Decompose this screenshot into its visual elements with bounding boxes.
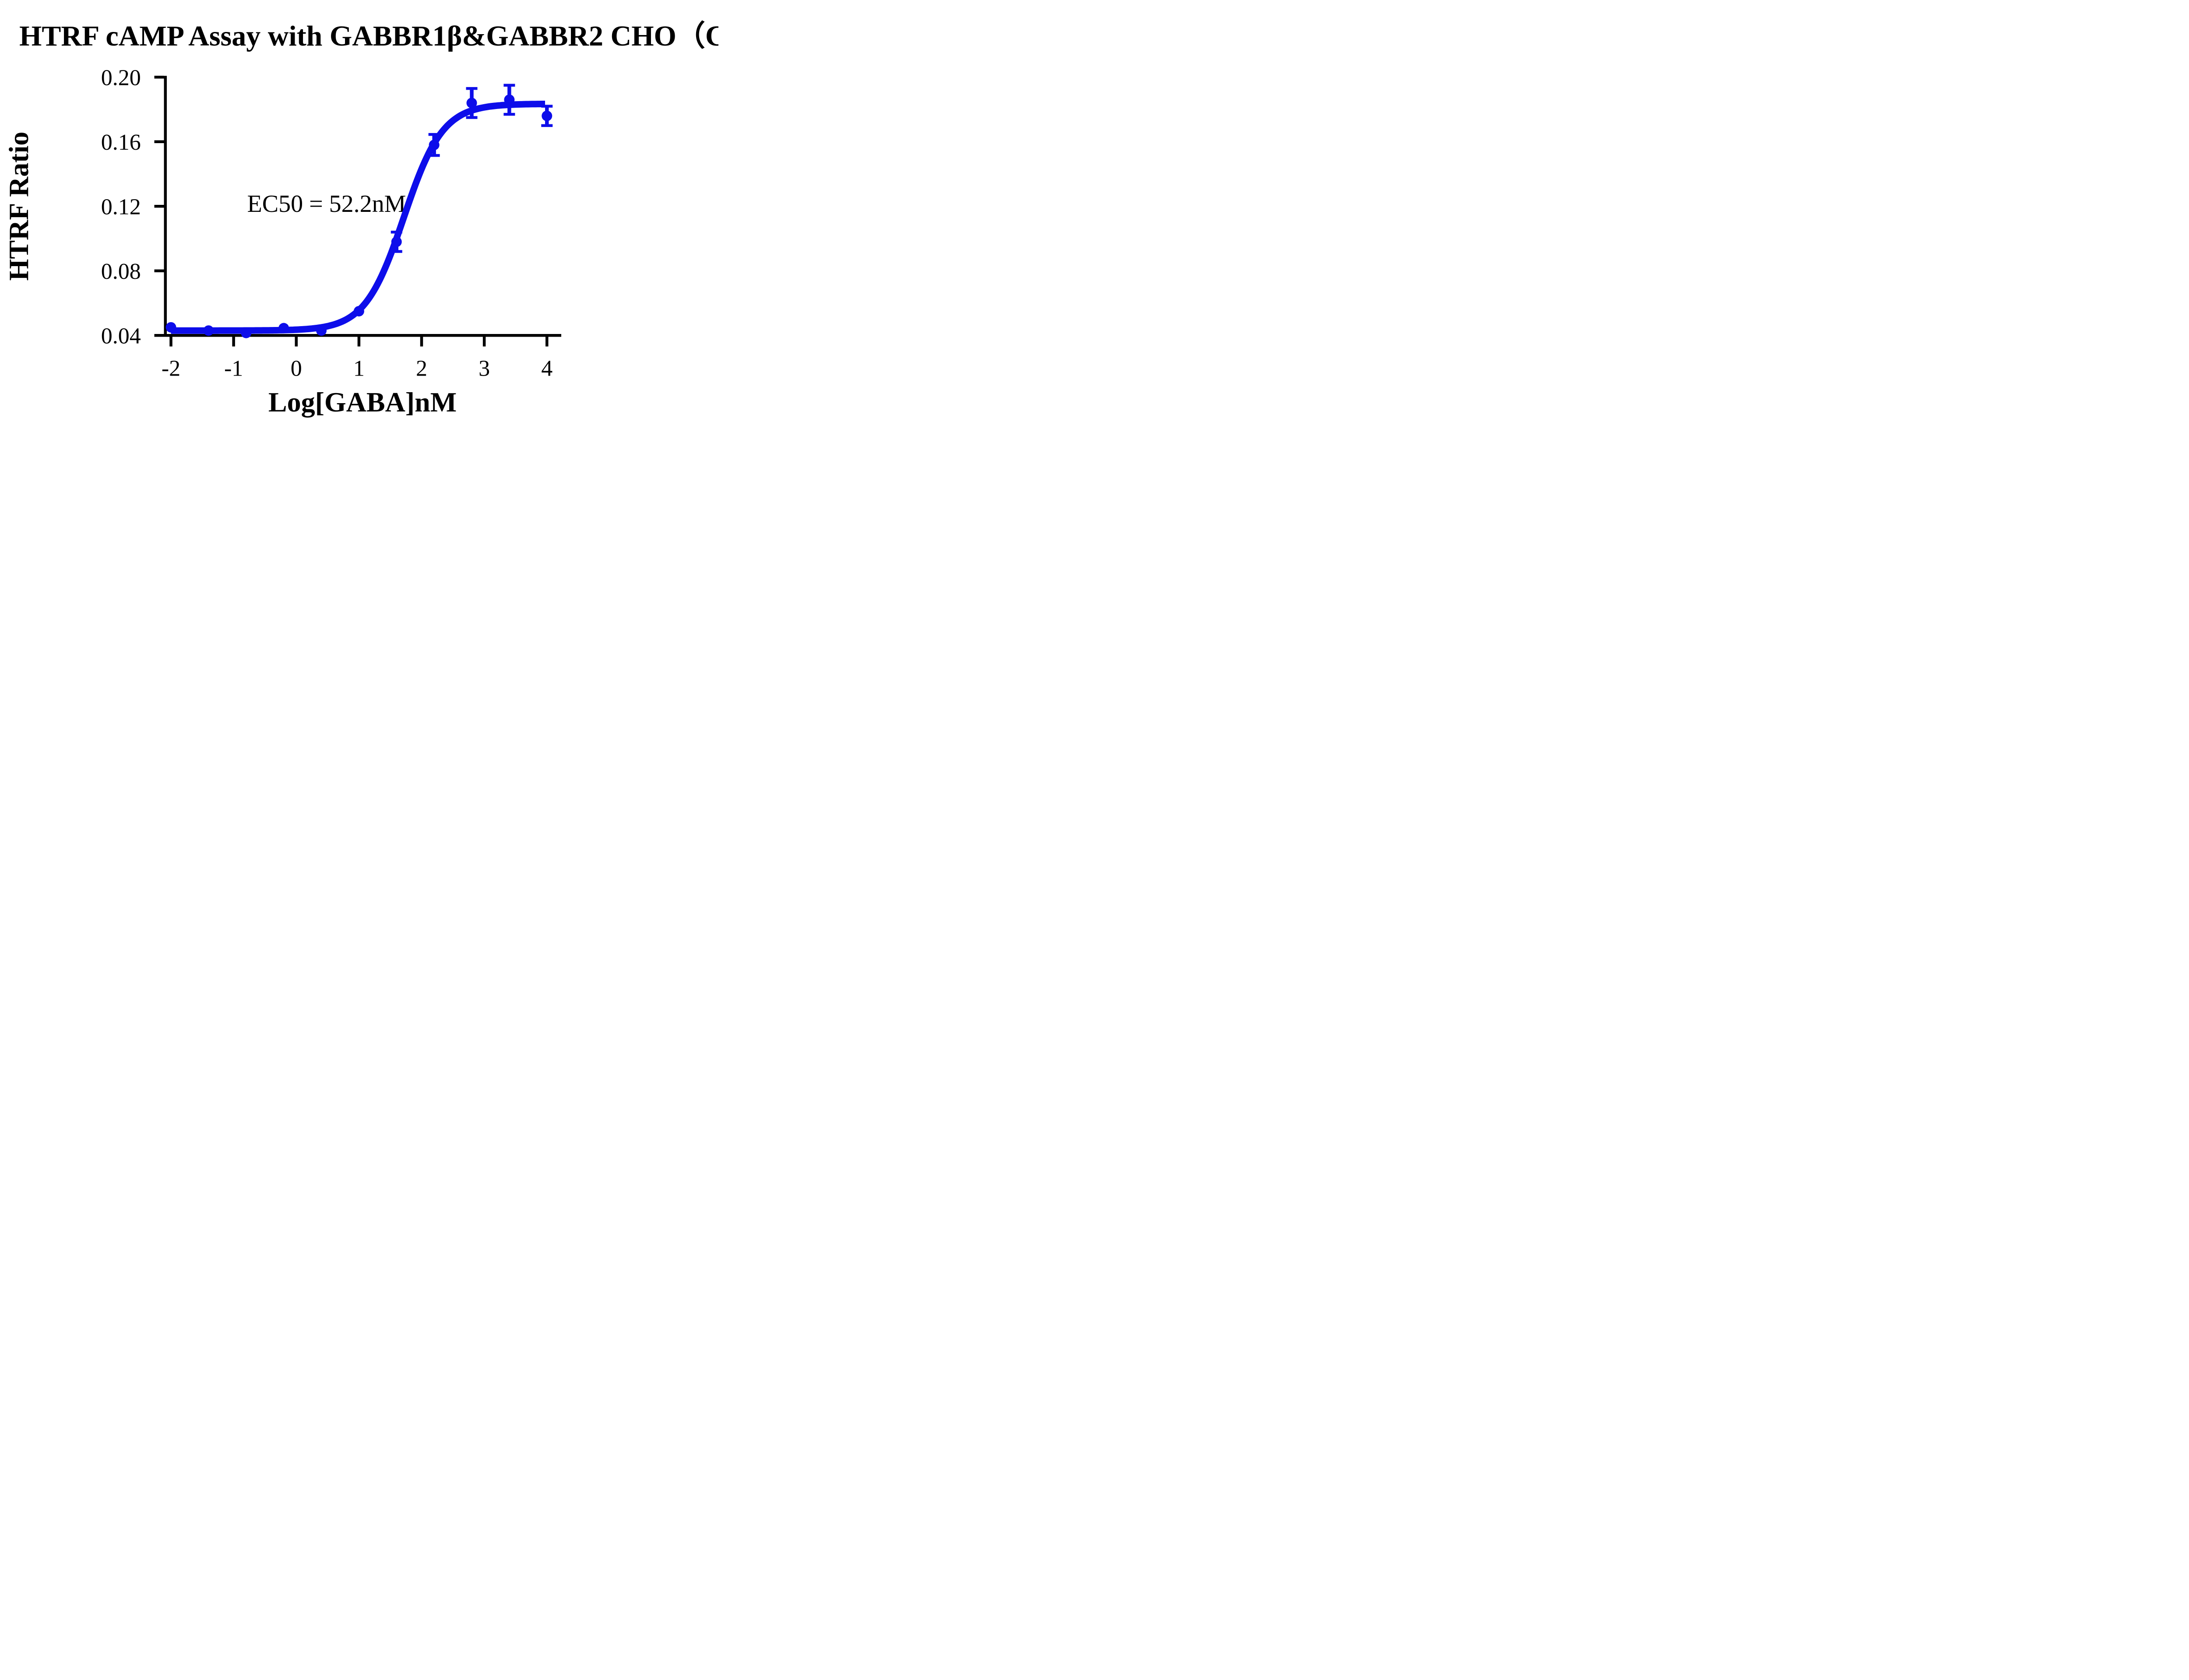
data-point-marker <box>278 323 289 334</box>
y-ticks-group <box>154 76 164 337</box>
x-tick-label: -1 <box>224 356 243 381</box>
chart-title: HTRF cAMP Assay with GABBR1β&GABBR2 CHO（… <box>19 20 718 52</box>
data-series-group <box>165 84 553 338</box>
data-point-marker <box>241 327 252 338</box>
y-tick-label: 0.16 <box>101 130 141 155</box>
figure-canvas: HTRF cAMP Assay with GABBR1β&GABBR2 CHO（… <box>0 0 718 420</box>
x-tick-label: 4 <box>541 356 553 381</box>
data-point-marker <box>316 325 327 336</box>
x-tick-label: 1 <box>353 356 365 381</box>
data-point-marker <box>504 94 515 105</box>
x-axis-label: Log[GABA]nM <box>268 387 457 418</box>
x-tick-label: 0 <box>291 356 302 381</box>
data-point-marker <box>353 306 364 316</box>
data-point-marker <box>542 110 553 121</box>
y-tick-label: 0.08 <box>101 259 141 284</box>
y-tick-labels-group: 0.04 0.08 0.12 0.16 0.20 <box>101 65 141 348</box>
ec50-annotation: EC50 = 52.2nM <box>247 190 406 218</box>
y-axis-label: HTRF Ratio <box>3 132 34 281</box>
x-ticks-group <box>169 337 549 347</box>
x-tick-labels-group: -2 -1 0 1 2 3 4 <box>162 356 553 381</box>
data-point-marker <box>165 322 176 333</box>
data-point-marker <box>203 325 214 336</box>
y-tick-label: 0.12 <box>101 194 141 219</box>
data-point-marker <box>429 140 440 151</box>
data-point-marker <box>466 98 477 109</box>
y-tick-label: 0.04 <box>101 323 141 348</box>
x-tick-label: -2 <box>162 356 180 381</box>
axes-group <box>164 76 561 337</box>
x-tick-label: 2 <box>416 356 427 381</box>
data-point-marker <box>391 236 402 247</box>
y-tick-label: 0.20 <box>101 65 141 90</box>
dose-response-chart: HTRF cAMP Assay with GABBR1β&GABBR2 CHO（… <box>3 20 718 418</box>
x-tick-label: 3 <box>479 356 490 381</box>
